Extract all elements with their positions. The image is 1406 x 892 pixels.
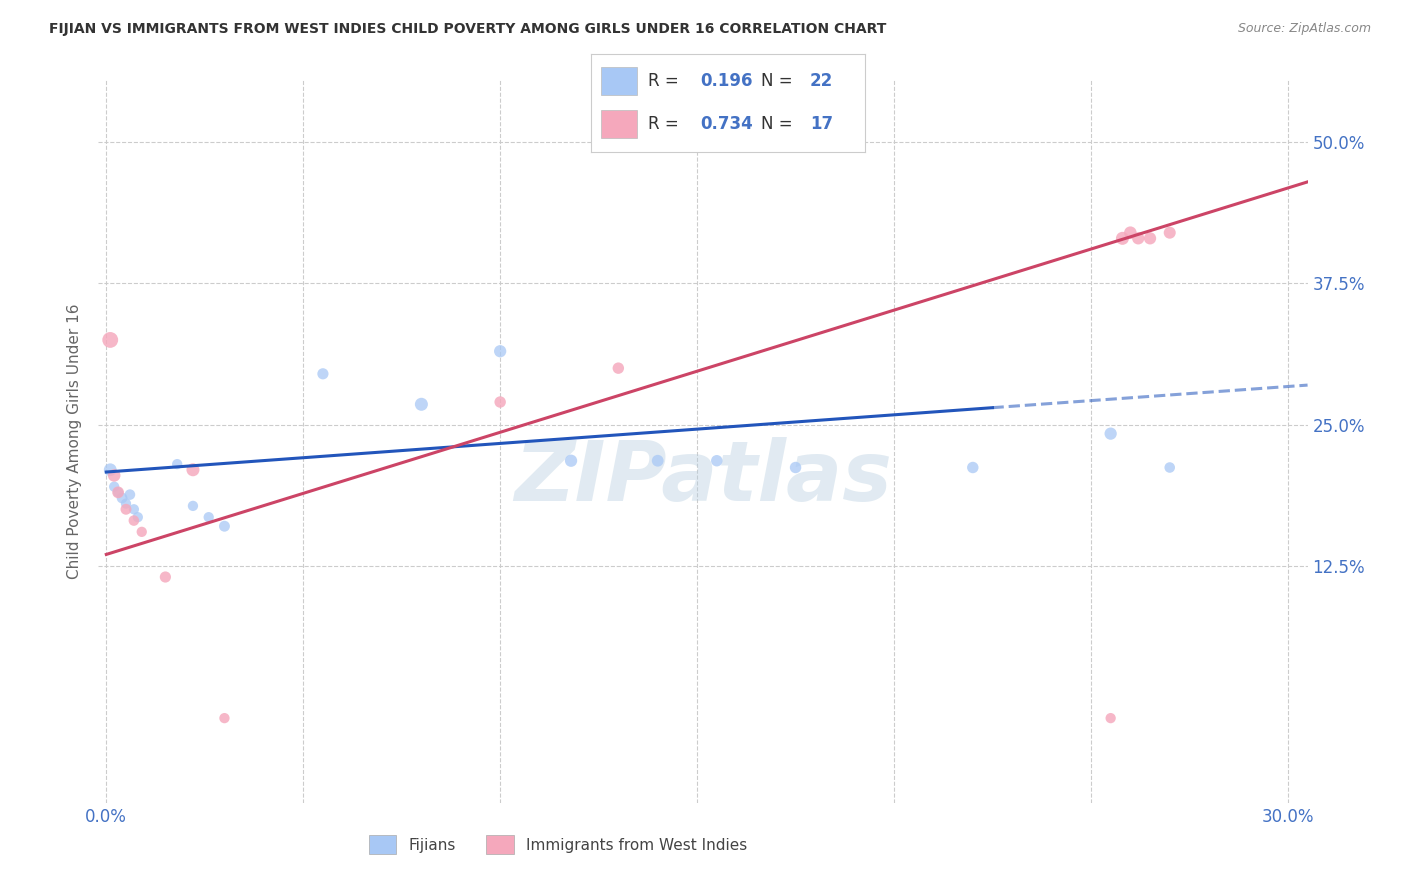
Point	[647, 454, 669, 468]
Point	[98, 463, 121, 477]
Y-axis label: Child Poverty Among Girls Under 16: Child Poverty Among Girls Under 16	[66, 304, 82, 579]
Point	[118, 487, 141, 501]
Point	[706, 454, 728, 468]
Text: 17: 17	[810, 115, 832, 133]
Point	[607, 361, 630, 376]
Point	[312, 367, 335, 381]
Point	[1099, 711, 1122, 725]
Bar	[602, 111, 637, 138]
Text: ZIPatlas: ZIPatlas	[515, 437, 891, 518]
Point	[155, 570, 177, 584]
Point	[1119, 226, 1142, 240]
Point	[785, 460, 807, 475]
Legend: Fijians, Immigrants from West Indies: Fijians, Immigrants from West Indies	[363, 830, 754, 860]
Point	[1159, 226, 1181, 240]
Point	[489, 344, 512, 359]
Point	[98, 333, 121, 347]
Point	[181, 499, 204, 513]
Point	[560, 454, 582, 468]
Bar	[602, 67, 637, 95]
Text: Source: ZipAtlas.com: Source: ZipAtlas.com	[1237, 22, 1371, 36]
Point	[122, 514, 145, 528]
Point	[103, 468, 125, 483]
Point	[1139, 231, 1161, 245]
Point	[131, 524, 153, 539]
Point	[1159, 460, 1181, 475]
Text: 0.196: 0.196	[700, 72, 752, 90]
Point	[107, 485, 129, 500]
Text: R =: R =	[648, 115, 685, 133]
Text: N =: N =	[761, 115, 797, 133]
Point	[1099, 426, 1122, 441]
Point	[166, 457, 188, 471]
Point	[127, 510, 149, 524]
Point	[214, 519, 236, 533]
Text: N =: N =	[761, 72, 797, 90]
Point	[197, 510, 219, 524]
Point	[107, 485, 129, 500]
Text: R =: R =	[648, 72, 685, 90]
Point	[1128, 231, 1150, 245]
Point	[962, 460, 984, 475]
Point	[111, 491, 134, 505]
Point	[115, 502, 138, 516]
Point	[103, 480, 125, 494]
Point	[411, 397, 433, 411]
Text: 0.734: 0.734	[700, 115, 754, 133]
Point	[122, 502, 145, 516]
Point	[489, 395, 512, 409]
Point	[1111, 231, 1133, 245]
Point	[115, 497, 138, 511]
Point	[214, 711, 236, 725]
Text: FIJIAN VS IMMIGRANTS FROM WEST INDIES CHILD POVERTY AMONG GIRLS UNDER 16 CORRELA: FIJIAN VS IMMIGRANTS FROM WEST INDIES CH…	[49, 22, 887, 37]
Point	[181, 463, 204, 477]
Text: 22: 22	[810, 72, 834, 90]
